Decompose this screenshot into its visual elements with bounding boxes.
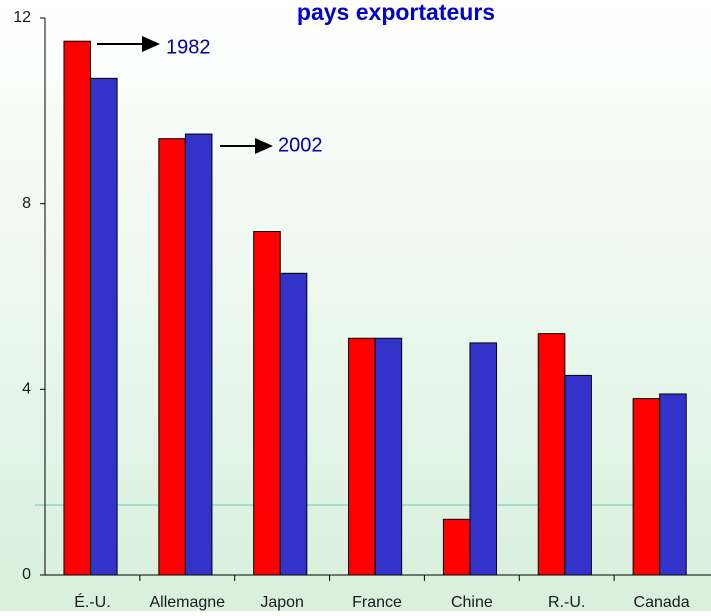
y-tick-label: 4 xyxy=(22,381,31,398)
bar xyxy=(63,40,92,576)
y-tick-label: 0 xyxy=(22,566,31,583)
bar xyxy=(374,337,403,576)
x-tick-label: Chine xyxy=(451,594,493,611)
bar xyxy=(564,374,592,576)
bar xyxy=(442,518,471,576)
bar xyxy=(348,337,376,576)
x-tick-label: Japon xyxy=(260,594,304,611)
bar xyxy=(184,133,213,576)
legend-arrow-head xyxy=(255,138,273,154)
bar xyxy=(632,398,661,576)
x-tick-label: France xyxy=(352,594,402,611)
bar xyxy=(659,393,687,576)
y-tick-label: 12 xyxy=(13,9,31,26)
x-tick-label: Allemagne xyxy=(149,594,225,611)
legend-arrow-head xyxy=(142,36,160,52)
bar xyxy=(279,272,308,576)
bar xyxy=(253,231,281,576)
x-tick-label: R.-U. xyxy=(548,594,585,611)
bar xyxy=(537,333,566,576)
chart-title: pays exportateurs xyxy=(297,0,495,25)
bar xyxy=(469,342,498,576)
y-tick-label: 8 xyxy=(22,195,31,212)
x-tick-label: Canada xyxy=(634,594,690,611)
legend: 1982 2002 xyxy=(97,36,323,156)
bar xyxy=(90,77,118,576)
legend-label: 1982 xyxy=(166,36,211,58)
bar xyxy=(158,138,186,576)
legend-label: 2002 xyxy=(278,134,323,156)
x-tick-label: É.-U. xyxy=(74,592,110,611)
